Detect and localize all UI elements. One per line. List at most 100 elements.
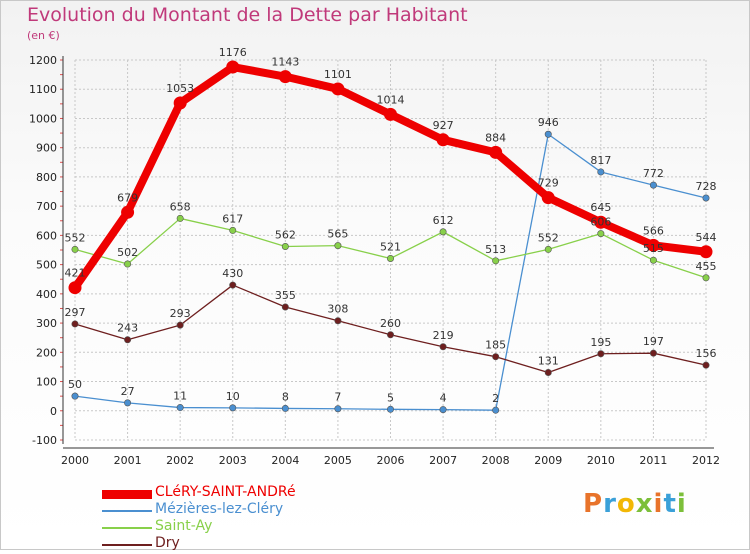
legend-label: Dry bbox=[155, 535, 180, 551]
data-label: 1143 bbox=[271, 56, 299, 69]
data-point bbox=[229, 226, 237, 234]
data-point bbox=[386, 254, 394, 262]
data-label: 185 bbox=[485, 339, 506, 352]
logo-letter: x bbox=[635, 489, 654, 519]
data-label: 195 bbox=[590, 336, 611, 349]
data-point bbox=[439, 343, 447, 351]
data-point bbox=[281, 404, 289, 412]
data-point bbox=[649, 256, 657, 264]
y-tick-label: 400 bbox=[36, 288, 57, 301]
x-tick-label: 2012 bbox=[692, 454, 720, 467]
data-label: 293 bbox=[170, 307, 191, 320]
series-layer bbox=[68, 60, 713, 414]
data-point bbox=[492, 353, 500, 361]
data-label: 219 bbox=[433, 329, 454, 342]
data-label: 455 bbox=[696, 260, 717, 273]
y-tick-label: 300 bbox=[36, 317, 57, 330]
data-point bbox=[594, 215, 608, 229]
data-label: 729 bbox=[538, 177, 559, 190]
y-tick-label: 500 bbox=[36, 259, 57, 272]
data-point bbox=[436, 133, 450, 147]
logo-letter: i bbox=[676, 489, 687, 519]
data-label: 308 bbox=[327, 303, 348, 316]
data-point bbox=[597, 168, 605, 176]
data-point bbox=[702, 274, 710, 282]
legend-label: Mézières-lez-Cléry bbox=[155, 501, 284, 517]
data-point bbox=[281, 242, 289, 250]
data-point bbox=[492, 257, 500, 265]
data-label: 515 bbox=[643, 242, 664, 255]
data-point bbox=[176, 404, 184, 412]
logo-letter: P bbox=[583, 489, 604, 519]
data-label: 946 bbox=[538, 116, 559, 129]
x-tick-label: 2008 bbox=[482, 454, 510, 467]
data-label: 606 bbox=[590, 216, 611, 229]
series-0 bbox=[71, 130, 710, 414]
x-tick-label: 2001 bbox=[114, 454, 142, 467]
data-label: 728 bbox=[696, 180, 717, 193]
data-point bbox=[124, 260, 132, 268]
data-label: 10 bbox=[226, 390, 240, 403]
data-label: 612 bbox=[433, 214, 454, 227]
series-2 bbox=[71, 281, 710, 376]
data-point bbox=[492, 406, 500, 414]
x-tick-label: 2006 bbox=[377, 454, 405, 467]
legend-swatch bbox=[102, 544, 152, 546]
y-tick-label: 700 bbox=[36, 200, 57, 213]
data-point bbox=[544, 368, 552, 376]
legend-swatch bbox=[102, 489, 152, 499]
data-label: 679 bbox=[117, 191, 138, 204]
data-label: 11 bbox=[173, 390, 187, 403]
data-point bbox=[384, 107, 397, 121]
data-label: 927 bbox=[433, 119, 454, 132]
x-tick-label: 2000 bbox=[61, 454, 89, 467]
data-label: 50 bbox=[68, 378, 82, 391]
data-point bbox=[541, 191, 555, 205]
y-tick-label: 100 bbox=[36, 376, 57, 389]
data-point bbox=[68, 281, 82, 295]
data-label: 355 bbox=[275, 289, 296, 302]
series-1 bbox=[71, 214, 710, 282]
legend-label: CLéRY-SAINT-ANDRé bbox=[155, 484, 296, 500]
data-label: 521 bbox=[380, 240, 401, 253]
data-label: 617 bbox=[222, 212, 243, 225]
x-tick-label: 2011 bbox=[639, 454, 667, 467]
data-point bbox=[124, 336, 132, 344]
data-point bbox=[544, 245, 552, 253]
data-point bbox=[121, 205, 135, 219]
data-point bbox=[386, 331, 394, 339]
data-label: 131 bbox=[538, 354, 559, 367]
data-point bbox=[334, 242, 342, 250]
y-tick-label: 1200 bbox=[29, 54, 57, 67]
data-label: 544 bbox=[696, 231, 717, 244]
data-label: 552 bbox=[538, 231, 559, 244]
data-label: 260 bbox=[380, 317, 401, 330]
data-point bbox=[489, 145, 503, 159]
legend-label: Saint-Ay bbox=[155, 518, 213, 534]
data-point bbox=[649, 181, 657, 189]
data-point bbox=[71, 392, 79, 400]
data-point bbox=[334, 317, 342, 325]
data-label: 5 bbox=[387, 391, 394, 404]
data-label: 552 bbox=[65, 231, 86, 244]
chart-subtitle: (en €) bbox=[27, 29, 60, 42]
data-point bbox=[439, 406, 447, 414]
data-label: 772 bbox=[643, 167, 664, 180]
data-point bbox=[176, 214, 184, 222]
x-tick-label: 2004 bbox=[271, 454, 299, 467]
x-tick-label: 2003 bbox=[219, 454, 247, 467]
data-point bbox=[439, 228, 447, 236]
logo-letter: r bbox=[603, 489, 617, 519]
data-point bbox=[176, 321, 184, 329]
y-tick-label: -100 bbox=[32, 434, 57, 447]
data-label: 243 bbox=[117, 322, 138, 335]
series-3 bbox=[68, 60, 713, 295]
data-label: 1101 bbox=[324, 68, 352, 81]
data-point bbox=[702, 194, 710, 202]
data-point bbox=[173, 96, 187, 110]
x-tick-label: 2010 bbox=[587, 454, 615, 467]
data-point bbox=[281, 303, 289, 311]
data-point bbox=[71, 320, 79, 328]
